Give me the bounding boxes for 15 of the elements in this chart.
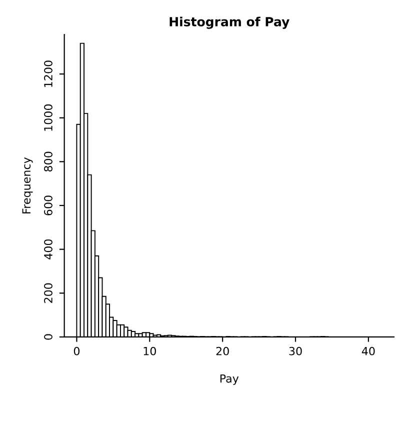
y-tick-label: 1200: [44, 60, 52, 87]
y-tick-label: 800: [44, 152, 52, 172]
y-tick-label: 400: [44, 239, 52, 260]
x-tick-label: 40: [362, 346, 375, 356]
y-tick-label: 1000: [44, 104, 52, 131]
chart-title: Histogram of Pay: [170, 16, 290, 29]
x-tick-label: 30: [289, 346, 302, 356]
x-axis-title: Pay: [220, 374, 239, 385]
x-tick-label: 10: [144, 346, 156, 356]
y-tick-label: 200: [44, 283, 52, 303]
y-tick-label: 600: [44, 196, 52, 216]
x-tick-label: 20: [216, 346, 229, 356]
y-tick-label: 0: [44, 334, 52, 340]
x-tick-label: 0: [74, 346, 80, 356]
y-axis-title: Frequency: [22, 157, 33, 214]
